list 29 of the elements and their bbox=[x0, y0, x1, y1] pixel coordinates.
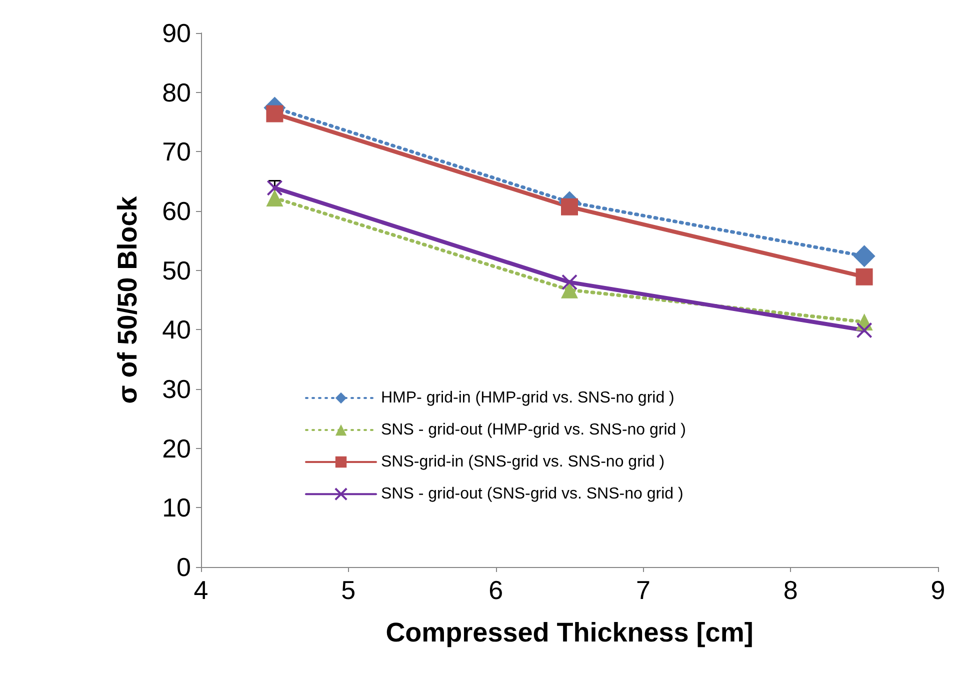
y-tick-label: 90 bbox=[162, 18, 191, 48]
point bbox=[562, 274, 578, 290]
y-axis-title: σ of 50/50 Block bbox=[112, 195, 142, 404]
y-tick-label: 10 bbox=[162, 492, 191, 523]
y-tick-label: 40 bbox=[162, 314, 191, 345]
x-tick-label: 5 bbox=[341, 575, 356, 605]
y-tick-label: 70 bbox=[162, 136, 191, 167]
point bbox=[856, 268, 873, 286]
point bbox=[266, 105, 284, 122]
legend-label: SNS - grid-out (HMP-grid vs. SNS-no grid ) bbox=[381, 422, 686, 438]
point bbox=[856, 322, 872, 338]
x-tick-label: 7 bbox=[636, 575, 650, 605]
x-axis-title: Compressed Thickness [cm] bbox=[386, 618, 754, 648]
x-tick-label: 4 bbox=[194, 575, 208, 605]
x-tick-label: 6 bbox=[488, 575, 504, 605]
y-tick-label: 30 bbox=[162, 374, 191, 404]
y-tick-label: 0 bbox=[176, 552, 191, 582]
legend-label: SNS - grid-out (SNS-grid vs. SNS-no grid ) bbox=[381, 486, 684, 503]
legend-label: HMP- grid-in (HMP-grid vs. SNS-no grid ) bbox=[381, 390, 674, 406]
point bbox=[561, 198, 578, 216]
y-tick-label: 60 bbox=[162, 196, 191, 226]
y-tick-label: 80 bbox=[162, 77, 191, 108]
legend-label: SNS-grid-in (SNS-grid vs. SNS-no grid ) bbox=[381, 454, 665, 470]
point bbox=[853, 245, 876, 268]
x-tick-label: 9 bbox=[930, 575, 946, 605]
y-tick-label: 50 bbox=[162, 255, 191, 286]
point bbox=[266, 189, 284, 206]
x-tick-label: 8 bbox=[783, 575, 798, 605]
y-tick-label: 20 bbox=[162, 433, 191, 464]
